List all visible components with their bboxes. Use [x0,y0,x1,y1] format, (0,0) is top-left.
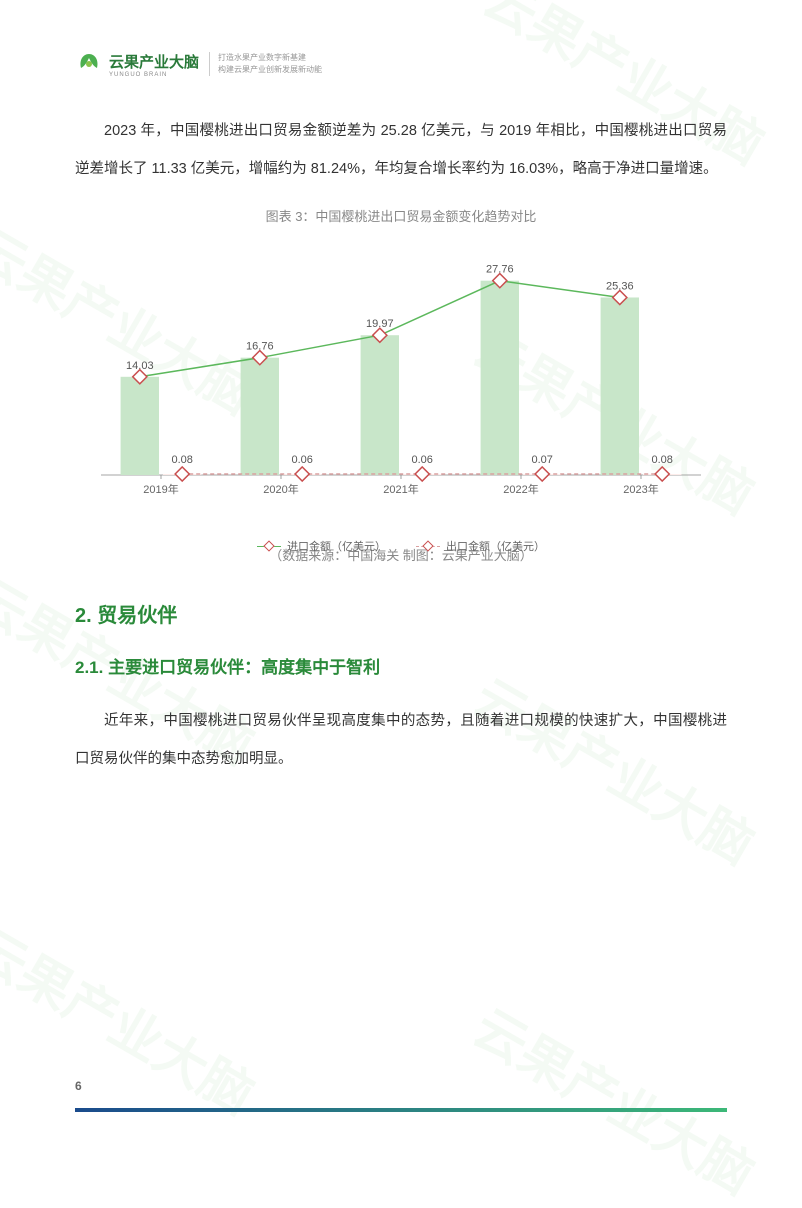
tagline-line: 构建云果产业创新发展新动能 [218,64,322,76]
footer-line [75,1099,727,1103]
legend-import: 进口金额（亿美元） [257,538,386,554]
chart-legend: 进口金额（亿美元） 出口金额（亿美元） [81,538,721,554]
brand-tagline: 打造水果产业数字新基建 构建云果产业创新发展新动能 [209,52,322,76]
trade-chart: 14.030.082019年16.760.062020年19.970.06202… [81,245,721,525]
svg-text:0.08: 0.08 [171,454,192,466]
body-paragraph: 近年来，中国樱桃进口贸易伙伴呈现高度集中的态势，且随着进口规模的快速扩大，中国樱… [75,703,727,778]
svg-text:0.06: 0.06 [411,454,432,466]
brand-sub: YUNGUO BRAIN [109,72,199,78]
legend-export: 出口金额（亿美元） [416,538,545,554]
svg-text:2023年: 2023年 [623,482,658,496]
leaf-icon [75,50,103,78]
chart-title: 图表 3：中国樱桃进出口贸易金额变化趋势对比 [75,206,727,225]
svg-text:2022年: 2022年 [503,482,538,496]
section-heading: 2. 贸易伙伴 [75,599,727,628]
svg-text:2021年: 2021年 [383,482,418,496]
svg-text:0.07: 0.07 [531,454,552,466]
brand-logo: 云果产业大脑 YUNGUO BRAIN [75,50,199,78]
page-number: 6 [75,1079,82,1093]
chart-svg: 14.030.082019年16.760.062020年19.970.06202… [81,245,721,525]
legend-label: 进口金额（亿美元） [287,538,386,554]
subsection-heading: 2.1. 主要进口贸易伙伴：高度集中于智利 [75,653,727,678]
brand-name: 云果产业大脑 [109,51,199,72]
body-paragraph: 2023 年，中国樱桃进出口贸易金额逆差为 25.28 亿美元，与 2019 年… [75,113,727,188]
legend-label: 出口金额（亿美元） [446,538,545,554]
svg-text:2019年: 2019年 [143,482,178,496]
page-header: 云果产业大脑 YUNGUO BRAIN 打造水果产业数字新基建 构建云果产业创新… [75,50,727,78]
tagline-line: 打造水果产业数字新基建 [218,52,322,64]
svg-text:0.08: 0.08 [651,454,672,466]
svg-text:0.06: 0.06 [291,454,312,466]
svg-text:2020年: 2020年 [263,482,298,496]
